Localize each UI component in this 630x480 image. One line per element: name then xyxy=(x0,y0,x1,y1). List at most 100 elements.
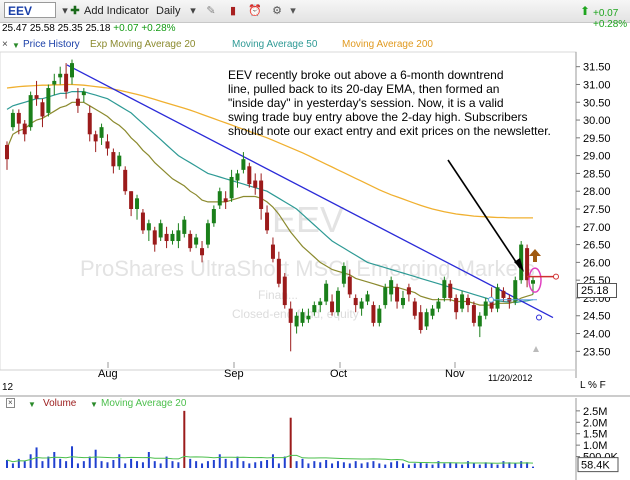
volume-bar xyxy=(118,454,121,468)
volume-bar xyxy=(354,461,357,468)
price-tick-label: 28.00 xyxy=(583,186,611,198)
volume-bar xyxy=(283,456,286,468)
alarm-clock-icon[interactable]: ⏰ xyxy=(248,5,262,17)
legend-ma200[interactable]: Moving Average 200 xyxy=(342,39,433,50)
volume-bar xyxy=(29,454,32,468)
volume-bar xyxy=(41,461,44,468)
candle-body xyxy=(40,102,45,117)
price-tick-label: 23.50 xyxy=(583,346,611,358)
candle-body xyxy=(335,290,340,313)
add-indicator-button[interactable]: Add Indicator xyxy=(84,5,149,17)
last-price-box: 25.18 xyxy=(577,283,617,298)
legend-price-history[interactable]: Price History xyxy=(23,39,80,50)
candle-body xyxy=(22,123,27,135)
volume-bar xyxy=(455,463,458,468)
candle-body xyxy=(513,280,518,302)
close-icon[interactable]: × xyxy=(2,39,8,50)
collapse-icon[interactable]: ▼ xyxy=(12,41,20,50)
volume-bar xyxy=(165,456,168,468)
date-stamp: 11/20/2012 xyxy=(488,373,532,383)
price-tick-label: 26.00 xyxy=(583,257,611,269)
candle xyxy=(495,283,500,313)
volume-bar xyxy=(189,458,192,468)
price-tick-label: 27.50 xyxy=(583,204,611,216)
interval-chevron-icon[interactable]: ▾ xyxy=(190,5,196,17)
candle xyxy=(182,216,187,238)
draw-tool-icon[interactable]: ✎ xyxy=(206,5,216,17)
settings-chevron-icon[interactable]: ▾ xyxy=(290,5,296,17)
candle xyxy=(330,294,335,316)
candle xyxy=(312,301,317,316)
volume-bar xyxy=(443,463,446,468)
volume-bar xyxy=(218,454,221,468)
volume-bar xyxy=(407,464,410,468)
candle-body xyxy=(406,287,411,295)
close-icon[interactable]: × xyxy=(6,398,15,408)
candle-body xyxy=(383,287,388,306)
volume-bar xyxy=(401,463,404,468)
candle-body xyxy=(241,159,246,170)
candle xyxy=(16,109,21,135)
inside-day-highlight xyxy=(528,267,542,293)
candle xyxy=(270,237,275,263)
volume-bar xyxy=(413,463,416,468)
collapse-icon[interactable]: ▼ xyxy=(90,400,98,409)
candle-body xyxy=(111,152,116,167)
candle-body xyxy=(365,294,370,302)
up-arrow-icon: ⬆ xyxy=(579,4,591,18)
chevron-down-icon[interactable]: ▾ xyxy=(62,5,68,17)
candle-body xyxy=(501,290,506,298)
time-tick-label: Nov xyxy=(445,368,465,380)
gear-icon[interactable]: ⚙ xyxy=(272,5,282,17)
watermark-line1: Finan... xyxy=(258,288,298,302)
candle-body xyxy=(265,212,270,231)
volume-bar xyxy=(248,463,251,468)
candle xyxy=(211,205,216,227)
volume-bar xyxy=(520,461,523,468)
volume-bar xyxy=(153,461,156,468)
volume-bar xyxy=(366,462,369,468)
entry-handle xyxy=(553,273,559,280)
volume-bar xyxy=(254,462,257,468)
candle-body xyxy=(52,80,57,85)
legend-volume[interactable]: Volume xyxy=(43,398,77,409)
watermark-name: ProShares UltraShort MSCI Emerging Marke… xyxy=(80,256,535,281)
candle-body xyxy=(477,315,482,327)
candle-body xyxy=(253,180,258,188)
candle-body xyxy=(282,276,287,306)
chart-style-icon[interactable]: ▮ xyxy=(229,5,237,17)
candle-body xyxy=(5,144,9,160)
price-tick-label: 29.50 xyxy=(583,133,611,145)
volume-bar xyxy=(490,463,493,468)
candle-body xyxy=(46,88,51,113)
volume-bar xyxy=(496,464,499,468)
candle-body xyxy=(75,98,80,106)
legend-ema20[interactable]: Exp Moving Average 20 xyxy=(90,39,196,50)
candle xyxy=(247,162,252,188)
price-tick-label: 24.50 xyxy=(583,311,611,323)
quote-open: 25.47 xyxy=(2,23,28,34)
volume-bar xyxy=(224,458,227,468)
volume-bar xyxy=(277,463,280,468)
volume-tick-label: 2.5M xyxy=(583,406,607,418)
candle-body xyxy=(495,287,500,309)
candle xyxy=(229,169,234,202)
plus-icon[interactable]: ✚ xyxy=(70,5,80,17)
candle xyxy=(75,88,80,113)
candle-body xyxy=(99,127,104,138)
legend-ma50[interactable]: Moving Average 50 xyxy=(232,39,318,50)
volume-bar xyxy=(17,458,20,468)
collapse-icon[interactable]: ▼ xyxy=(28,400,36,409)
volume-bar xyxy=(431,464,434,468)
candle xyxy=(152,226,157,252)
volume-bar xyxy=(348,463,351,468)
legend-volume-ma[interactable]: Moving Average 20 xyxy=(101,398,187,409)
volume-bar xyxy=(484,462,487,468)
candle-body xyxy=(483,301,488,316)
year-label: 12 xyxy=(2,382,14,393)
candle xyxy=(483,297,488,320)
symbol-input[interactable]: EEV xyxy=(4,2,56,18)
candle-body xyxy=(448,283,453,298)
interval-select[interactable]: Daily xyxy=(156,5,181,17)
